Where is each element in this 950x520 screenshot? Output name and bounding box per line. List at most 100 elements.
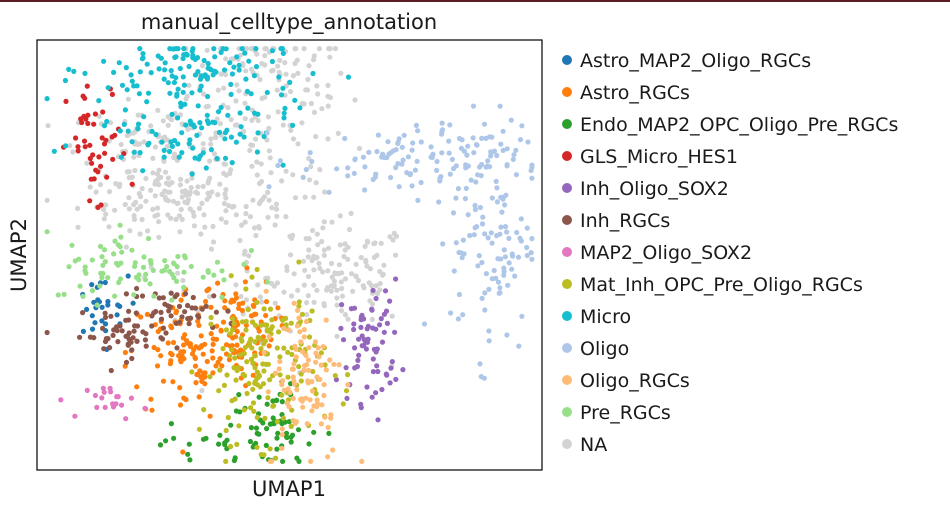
point-pre-rgcs [105,275,111,281]
point-micro [236,62,242,68]
point-micro [222,155,229,161]
point-na [248,66,254,72]
point-na [381,262,387,268]
point-na [311,267,317,273]
point-na [259,299,265,305]
point-gls-micro-hes1 [85,120,91,127]
point-na [250,197,256,203]
point-na [328,260,335,267]
point-oligo [529,164,535,171]
point-oligo [504,146,510,152]
point-map2-oligo-sox2 [102,404,108,410]
point-gls-micro-hes1 [82,144,88,150]
point-mat-inh-opc-pre-oligo-rgcs [255,335,261,341]
point-oligo [396,184,402,190]
point-micro [215,109,222,115]
legend-label: Oligo_RGCs [580,370,690,392]
point-mat-inh-opc-pre-oligo-rgcs [189,369,195,375]
point-inh-oligo-sox2 [381,329,387,335]
point-na [249,117,255,123]
point-oligo-rgcs [294,323,301,329]
point-na [123,244,129,250]
point-astro-rgcs [181,356,187,362]
point-na [377,281,383,287]
point-inh-oligo-sox2 [359,333,365,339]
point-oligo [307,150,313,156]
point-oligo-rgcs [309,388,315,394]
point-oligo [362,187,368,193]
point-pre-rgcs [181,253,187,259]
point-inh-rgcs [130,335,136,341]
point-inh-oligo-sox2 [370,356,376,362]
point-micro [233,139,239,145]
point-na [283,168,289,174]
point-oligo [405,154,411,160]
point-inh-oligo-sox2 [358,324,364,330]
point-na [367,266,374,272]
point-oligo [300,174,306,180]
point-na [314,231,320,237]
point-na [199,63,206,69]
point-oligo-rgcs [308,458,314,464]
point-oligo [400,157,406,163]
point-na [303,236,309,242]
point-oligo [500,128,506,134]
point-micro [141,114,147,120]
point-na [177,229,183,235]
point-pre-rgcs [118,234,124,240]
legend-label: GLS_Micro_HES1 [580,146,738,168]
point-inh-oligo-sox2 [384,320,390,326]
point-mat-inh-opc-pre-oligo-rgcs [268,326,274,332]
point-micro [140,55,146,61]
point-na [247,147,253,153]
point-mat-inh-opc-pre-oligo-rgcs [340,401,346,407]
point-inh-rgcs [126,317,132,323]
point-oligo [447,122,453,128]
point-na [358,254,364,261]
point-micro [135,121,142,127]
point-mat-inh-opc-pre-oligo-rgcs [267,306,274,312]
point-inh-rgcs [140,329,146,335]
point-oligo-rgcs [280,378,286,384]
point-oligo [488,150,494,156]
point-micro [165,80,171,86]
point-pre-rgcs [89,257,95,263]
point-micro [228,81,234,87]
point-mat-inh-opc-pre-oligo-rgcs [220,346,226,352]
point-na [191,213,197,219]
point-oligo [418,139,424,145]
point-na [118,141,124,148]
point-inh-oligo-sox2 [358,401,364,407]
point-na [189,175,195,181]
point-na [126,206,132,212]
point-na [184,93,190,99]
point-astro-rgcs [203,298,209,305]
point-micro [264,89,270,96]
point-oligo [477,361,483,367]
point-inh-rgcs [107,345,113,351]
point-oligo [479,259,485,266]
point-map2-oligo-sox2 [94,404,100,410]
point-oligo [463,185,469,191]
point-oligo [511,152,517,158]
point-map2-oligo-sox2 [101,389,107,395]
point-na [233,98,239,104]
point-astro-rgcs [173,310,179,316]
point-oligo [529,175,535,181]
point-micro [186,63,192,70]
point-mat-inh-opc-pre-oligo-rgcs [288,423,294,429]
point-inh-oligo-sox2 [382,288,389,294]
point-oligo [528,250,534,256]
point-micro [229,71,235,77]
point-micro [122,107,128,113]
point-map2-oligo-sox2 [123,416,129,422]
point-astro-rgcs [170,339,177,346]
legend-entry: Astro_RGCs [562,82,690,104]
point-micro [253,46,259,52]
point-astro-rgcs [154,363,161,369]
point-pre-rgcs [148,258,154,264]
point-oligo-rgcs [287,390,293,396]
point-na [152,144,158,150]
point-micro [161,76,167,82]
point-micro [159,139,165,145]
